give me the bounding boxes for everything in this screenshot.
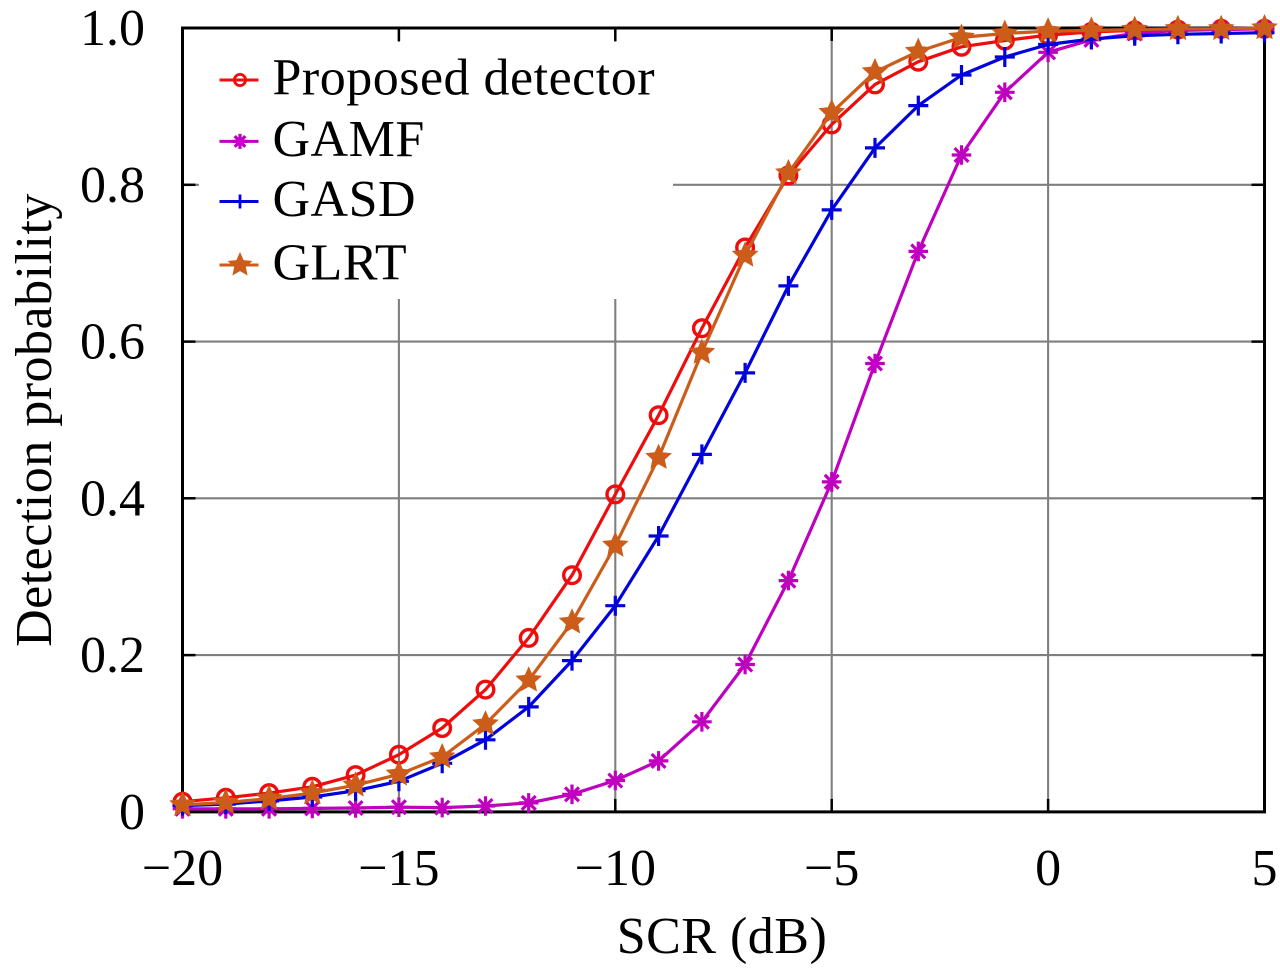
svg-text:GAMF: GAMF [273,111,425,168]
svg-text:0.6: 0.6 [80,314,145,371]
svg-text:0.8: 0.8 [80,157,145,214]
svg-text:Detection probability: Detection probability [6,193,63,647]
svg-text:0.2: 0.2 [80,627,145,684]
svg-text:1.0: 1.0 [80,0,145,57]
svg-text:GLRT: GLRT [273,235,408,292]
svg-text:−20: −20 [142,840,223,897]
svg-text:−10: −10 [575,840,656,897]
svg-text:−15: −15 [358,840,439,897]
svg-text:−5: −5 [804,840,859,897]
svg-text:0: 0 [1035,840,1061,897]
svg-text:0: 0 [119,784,145,841]
svg-text:GASD: GASD [273,171,417,228]
svg-text:Proposed detector: Proposed detector [273,50,656,107]
svg-text:0.4: 0.4 [80,470,145,527]
svg-text:5: 5 [1252,840,1278,897]
svg-text:SCR (dB): SCR (dB) [617,908,828,965]
